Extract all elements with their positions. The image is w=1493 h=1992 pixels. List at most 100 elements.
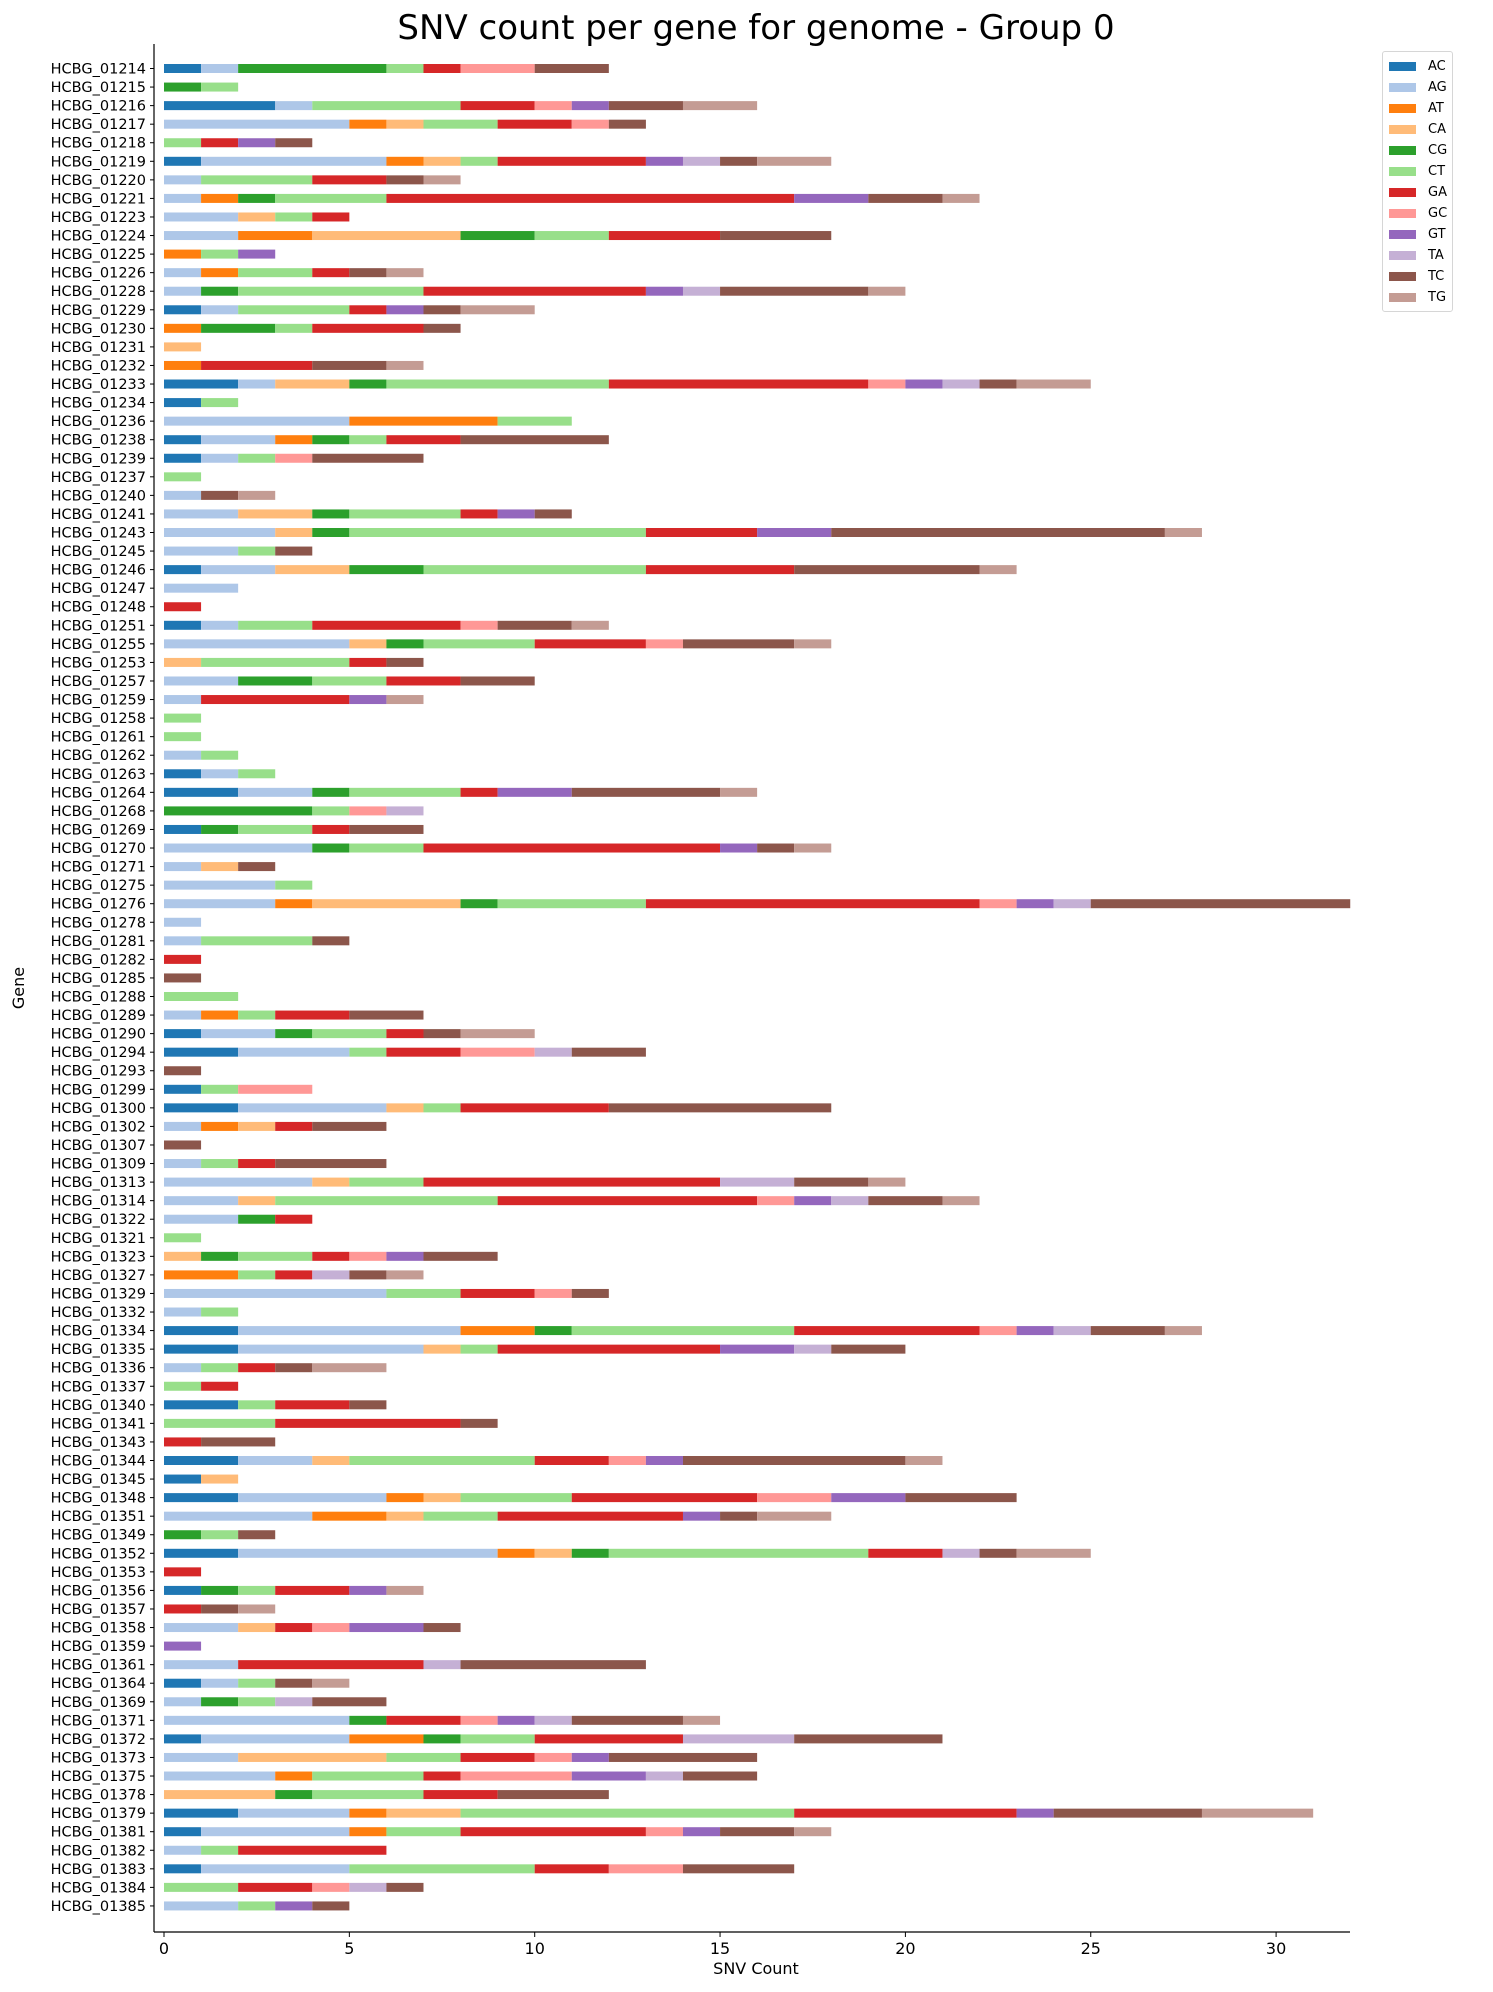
- y-tick-label: HCBG_01246: [51, 563, 146, 579]
- legend-item-AG: AG: [1383, 77, 1452, 98]
- bar-segment-HCBG_01334-AG: [238, 1326, 461, 1336]
- bar-segment-HCBG_01369-CT: [238, 1697, 276, 1707]
- y-tick-label: HCBG_01248: [51, 600, 146, 616]
- bar-segment-HCBG_01335-GT: [720, 1344, 795, 1354]
- bar-segment-HCBG_01314-GA: [497, 1196, 758, 1206]
- bar-segment-HCBG_01241-TC: [534, 509, 572, 519]
- bar-segment-HCBG_01383-CT: [349, 1864, 535, 1874]
- bar-segment-HCBG_01302-CA: [238, 1121, 276, 1131]
- bar-segment-HCBG_01300-AG: [238, 1103, 387, 1113]
- chart-title: SNV count per gene for genome - Group 0: [397, 8, 1114, 48]
- bar-segment-HCBG_01379-CA: [386, 1808, 461, 1818]
- y-tick-label: HCBG_01375: [51, 1769, 146, 1785]
- bar-segment-HCBG_01356-TG: [386, 1585, 424, 1595]
- legend-label: AT: [1428, 101, 1444, 116]
- bar-segment-HCBG_01232-TG: [386, 360, 424, 370]
- bar-segment-HCBG_01336-AG: [164, 1363, 202, 1373]
- bar-segment-HCBG_01251-AG: [201, 620, 239, 630]
- bar-segment-HCBG_01238-AC: [164, 435, 202, 445]
- bar-segment-HCBG_01270-GA: [423, 843, 721, 853]
- bar-segment-HCBG_01221-CT: [275, 193, 387, 203]
- bar-segment-HCBG_01327-TC: [349, 1270, 387, 1280]
- bar-segment-HCBG_01239-TC: [312, 453, 424, 463]
- bar-segment-HCBG_01341-CT: [164, 1418, 276, 1428]
- bar-segment-HCBG_01269-TC: [349, 824, 424, 834]
- legend-swatch: [1389, 251, 1416, 260]
- bar-segment-HCBG_01383-AC: [164, 1864, 202, 1874]
- bar-segment-HCBG_01257-CG: [238, 676, 313, 686]
- bar-segment-HCBG_01375-CT: [312, 1771, 424, 1781]
- y-tick-label: HCBG_01275: [51, 878, 146, 894]
- bar-segment-HCBG_01293-TC: [164, 1066, 202, 1076]
- y-tick-label: HCBG_01216: [51, 99, 146, 115]
- bar-segment-HCBG_01364-AC: [164, 1678, 202, 1688]
- bar-segment-HCBG_01275-CT: [275, 880, 313, 890]
- bar-segment-HCBG_01241-CG: [312, 509, 350, 519]
- bar-segment-HCBG_01337-GA: [201, 1381, 239, 1391]
- bar-segment-HCBG_01219-TC: [720, 156, 758, 166]
- bar-segment-HCBG_01217-AT: [349, 119, 387, 129]
- bar-segment-HCBG_01221-CG: [238, 193, 276, 203]
- bar-segment-HCBG_01379-GA: [794, 1808, 1017, 1818]
- bar-segment-HCBG_01373-AG: [164, 1752, 239, 1762]
- bar-segment-HCBG_01233-TG: [1016, 379, 1091, 389]
- bar-segment-HCBG_01217-GC: [571, 119, 609, 129]
- bar-segment-HCBG_01364-CT: [238, 1678, 276, 1688]
- legend-label: GC: [1428, 206, 1448, 221]
- bar-segment-HCBG_01240-TG: [238, 490, 276, 500]
- bar-segment-HCBG_01358-CA: [238, 1623, 276, 1633]
- bar-segment-HCBG_01375-GA: [423, 1771, 461, 1781]
- bar-segment-HCBG_01228-CG: [201, 286, 239, 296]
- bar-segment-HCBG_01219-GT: [645, 156, 683, 166]
- y-tick-label: HCBG_01356: [51, 1583, 146, 1599]
- bar-segment-HCBG_01228-TG: [868, 286, 906, 296]
- bars-group: [164, 64, 1351, 1911]
- bar-segment-HCBG_01379-CT: [460, 1808, 795, 1818]
- bar-segment-HCBG_01219-CA: [423, 156, 461, 166]
- bar-segment-HCBG_01219-TG: [757, 156, 832, 166]
- bar-segment-HCBG_01257-GA: [386, 676, 461, 686]
- bar-segment-HCBG_01344-AG: [238, 1456, 313, 1465]
- bar-segment-HCBG_01214-TC: [534, 64, 609, 73]
- bar-segment-HCBG_01229-AC: [164, 305, 202, 315]
- bar-segment-HCBG_01217-CT: [423, 119, 498, 129]
- y-tick-label: HCBG_01221: [51, 191, 146, 207]
- bar-segment-HCBG_01348-AT: [386, 1493, 424, 1503]
- bar-segment-HCBG_01216-TC: [608, 101, 683, 111]
- bar-segment-HCBG_01270-CT: [349, 843, 424, 853]
- bar-segment-HCBG_01348-AG: [238, 1493, 387, 1503]
- bar-segment-HCBG_01216-GC: [534, 101, 572, 111]
- bar-segment-HCBG_01344-TG: [905, 1456, 943, 1465]
- bar-segment-HCBG_01215-CG: [164, 82, 202, 92]
- y-tick-label: HCBG_01373: [51, 1750, 146, 1766]
- bar-segment-HCBG_01240-AG: [164, 490, 202, 500]
- bar-segment-HCBG_01381-TC: [720, 1827, 795, 1837]
- bar-segment-HCBG_01241-AG: [164, 509, 239, 519]
- bar-segment-HCBG_01356-GT: [349, 1585, 387, 1595]
- y-tick-label: HCBG_01371: [51, 1713, 146, 1729]
- bar-segment-HCBG_01352-AG: [238, 1548, 498, 1558]
- y-tick-label: HCBG_01247: [51, 581, 146, 597]
- bar-segment-HCBG_01335-AG: [238, 1344, 424, 1354]
- y-tick-label: HCBG_01343: [51, 1435, 146, 1451]
- bar-segment-HCBG_01383-GC: [608, 1864, 683, 1874]
- x-tick-label: 5: [344, 1939, 354, 1958]
- bar-segment-HCBG_01224-TC: [720, 231, 832, 241]
- y-tick-label: HCBG_01332: [51, 1305, 146, 1321]
- bar-segment-HCBG_01229-GT: [386, 305, 424, 315]
- bar-segment-HCBG_01264-GA: [460, 787, 498, 797]
- bar-segment-HCBG_01314-AG: [164, 1196, 239, 1206]
- bar-segment-HCBG_01348-CT: [460, 1493, 572, 1503]
- bar-segment-HCBG_01358-AG: [164, 1623, 239, 1633]
- bar-segment-HCBG_01270-TG: [794, 843, 832, 853]
- bar-segment-HCBG_01352-AC: [164, 1548, 239, 1558]
- bar-segment-HCBG_01314-GC: [757, 1196, 795, 1206]
- bar-segment-HCBG_01238-CT: [349, 435, 387, 445]
- bar-segment-HCBG_01299-GC: [238, 1084, 313, 1094]
- bar-segment-HCBG_01358-GT: [349, 1623, 424, 1633]
- bar-segment-HCBG_01313-GA: [423, 1177, 721, 1187]
- bar-segment-HCBG_01285-TC: [164, 973, 202, 983]
- y-tick-label: HCBG_01299: [51, 1082, 146, 1098]
- bar-segment-HCBG_01364-TC: [275, 1678, 313, 1688]
- bar-segment-HCBG_01218-GT: [238, 138, 276, 148]
